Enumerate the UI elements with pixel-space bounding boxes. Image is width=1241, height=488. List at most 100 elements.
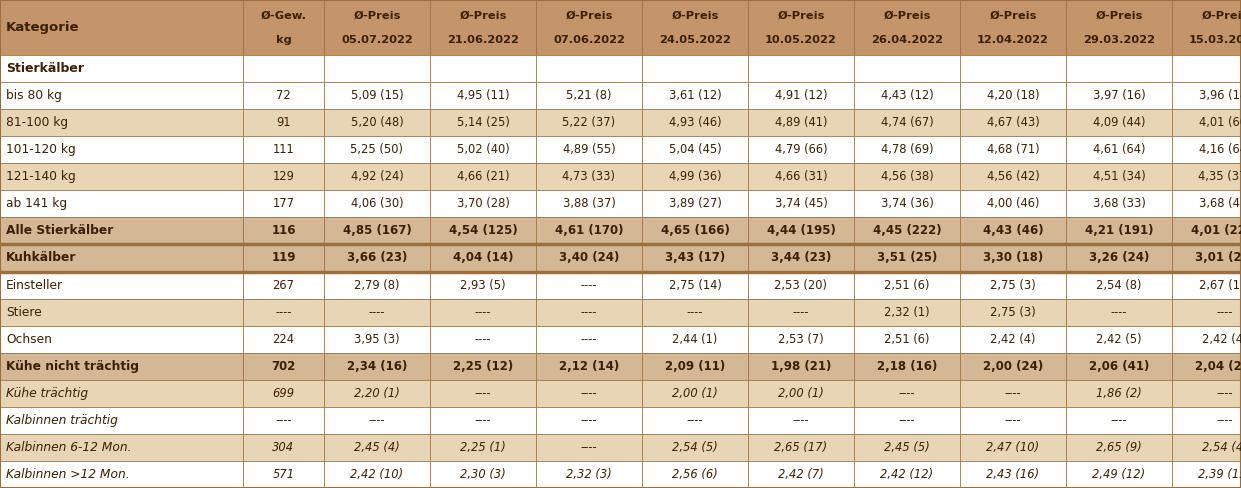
Text: 2,42 (4): 2,42 (4) — [990, 333, 1036, 346]
Text: Alle Stierkälber: Alle Stierkälber — [6, 224, 113, 237]
Bar — [536, 271, 642, 299]
Bar — [642, 163, 748, 190]
Text: 2,39 (15): 2,39 (15) — [1199, 468, 1241, 481]
Bar — [854, 217, 961, 244]
Bar — [429, 190, 536, 217]
Text: 29.03.2022: 29.03.2022 — [1083, 35, 1155, 44]
Text: 2,32 (1): 2,32 (1) — [884, 305, 930, 319]
Text: 4,66 (21): 4,66 (21) — [457, 170, 509, 183]
Text: ----: ---- — [581, 414, 597, 427]
Text: 3,40 (24): 3,40 (24) — [558, 251, 619, 264]
Bar — [1172, 380, 1241, 407]
Text: 05.07.2022: 05.07.2022 — [341, 35, 413, 44]
Text: Ø-Preis: Ø-Preis — [1096, 10, 1143, 20]
Text: 3,74 (36): 3,74 (36) — [881, 197, 933, 210]
Text: 2,43 (16): 2,43 (16) — [987, 468, 1040, 481]
Text: 2,53 (20): 2,53 (20) — [774, 279, 828, 291]
Bar — [854, 461, 961, 488]
Bar — [854, 163, 961, 190]
Bar — [642, 109, 748, 136]
Bar — [243, 244, 324, 271]
Text: 4,92 (24): 4,92 (24) — [351, 170, 403, 183]
Text: 4,04 (14): 4,04 (14) — [453, 251, 514, 264]
Bar — [642, 407, 748, 434]
Text: Stiere: Stiere — [6, 305, 42, 319]
Text: ----: ---- — [1216, 305, 1234, 319]
Text: 111: 111 — [273, 143, 294, 156]
Text: 2,79 (8): 2,79 (8) — [354, 279, 400, 291]
Bar — [1172, 299, 1241, 325]
Bar — [748, 407, 854, 434]
Bar — [1066, 353, 1172, 380]
Bar — [324, 55, 429, 82]
Text: 3,61 (12): 3,61 (12) — [669, 89, 721, 102]
Bar — [536, 434, 642, 461]
Text: 5,22 (37): 5,22 (37) — [562, 116, 616, 129]
Bar — [1172, 434, 1241, 461]
Text: 1,86 (2): 1,86 (2) — [1096, 387, 1142, 400]
Text: 4,35 (37): 4,35 (37) — [1199, 170, 1241, 183]
Text: Ø-Preis: Ø-Preis — [459, 10, 506, 20]
Bar — [324, 380, 429, 407]
Text: 1,98 (21): 1,98 (21) — [771, 360, 831, 373]
Bar — [429, 0, 536, 55]
Text: 3,95 (3): 3,95 (3) — [354, 333, 400, 346]
Bar — [642, 55, 748, 82]
Bar — [748, 353, 854, 380]
Bar — [961, 299, 1066, 325]
Text: 2,06 (41): 2,06 (41) — [1088, 360, 1149, 373]
Text: ----: ---- — [898, 387, 916, 400]
Text: Ø-Preis: Ø-Preis — [671, 10, 719, 20]
Text: 224: 224 — [273, 333, 294, 346]
Bar — [854, 136, 961, 163]
Bar — [0, 190, 243, 217]
Text: bis 80 kg: bis 80 kg — [6, 89, 62, 102]
Bar — [854, 55, 961, 82]
Bar — [642, 244, 748, 271]
Text: 5,21 (8): 5,21 (8) — [566, 89, 612, 102]
Text: Kuhkälber: Kuhkälber — [6, 251, 77, 264]
Bar — [854, 244, 961, 271]
Bar — [961, 434, 1066, 461]
Bar — [0, 271, 243, 299]
Text: 2,54 (8): 2,54 (8) — [1096, 279, 1142, 291]
Bar — [243, 136, 324, 163]
Bar — [243, 55, 324, 82]
Bar — [748, 82, 854, 109]
Bar — [748, 136, 854, 163]
Text: 2,47 (10): 2,47 (10) — [987, 441, 1040, 454]
Bar — [961, 190, 1066, 217]
Bar — [961, 461, 1066, 488]
Text: ----: ---- — [581, 387, 597, 400]
Text: Einsteller: Einsteller — [6, 279, 63, 291]
Bar — [1172, 0, 1241, 55]
Bar — [243, 299, 324, 325]
Text: 5,09 (15): 5,09 (15) — [351, 89, 403, 102]
Bar — [429, 407, 536, 434]
Text: ----: ---- — [276, 414, 292, 427]
Text: 2,44 (1): 2,44 (1) — [673, 333, 717, 346]
Text: 21.06.2022: 21.06.2022 — [447, 35, 519, 44]
Text: Kalbinnen >12 Mon.: Kalbinnen >12 Mon. — [6, 468, 129, 481]
Bar — [0, 325, 243, 353]
Bar — [1066, 380, 1172, 407]
Bar — [961, 0, 1066, 55]
Text: 4,01 (220): 4,01 (220) — [1191, 224, 1241, 237]
Bar — [0, 380, 243, 407]
Bar — [429, 299, 536, 325]
Bar — [0, 109, 243, 136]
Bar — [536, 299, 642, 325]
Text: 2,12 (14): 2,12 (14) — [558, 360, 619, 373]
Text: ab 141 kg: ab 141 kg — [6, 197, 67, 210]
Bar — [324, 461, 429, 488]
Bar — [642, 299, 748, 325]
Bar — [1066, 244, 1172, 271]
Bar — [854, 299, 961, 325]
Bar — [536, 353, 642, 380]
Bar — [1172, 461, 1241, 488]
Text: 2,45 (4): 2,45 (4) — [354, 441, 400, 454]
Text: 2,00 (24): 2,00 (24) — [983, 360, 1044, 373]
Text: 2,51 (6): 2,51 (6) — [885, 333, 930, 346]
Text: Kalbinnen 6-12 Mon.: Kalbinnen 6-12 Mon. — [6, 441, 132, 454]
Bar — [961, 136, 1066, 163]
